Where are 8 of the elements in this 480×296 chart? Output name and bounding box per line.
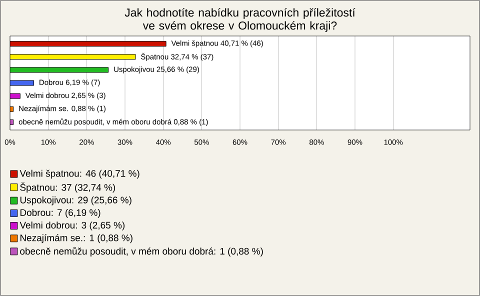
chart-title: Jak hodnotíte nabídku pracovních příležitostí ve svém okrese v Olomouckém kraji? xyxy=(124,8,356,32)
legend-label: Dobrou: 7 (6,19 %) xyxy=(20,208,100,218)
legend-label: Nezajímám se.: 1 (0,88 %) xyxy=(20,234,132,244)
legend-label: Velmi špatnou: 46 (40,71 %) xyxy=(20,170,140,179)
legend-label: obecně nemůžu posoudit, v mém oboru dobrá: 1 (0,88 %) xyxy=(20,246,263,256)
legend-label: Uspokojivou: 29 (25,66 %) xyxy=(20,196,132,206)
legend-label: Špatnou: 37 (32,74 %) xyxy=(20,182,116,193)
legend-label: Velmi dobrou: 3 (2,65 %) xyxy=(20,222,125,230)
